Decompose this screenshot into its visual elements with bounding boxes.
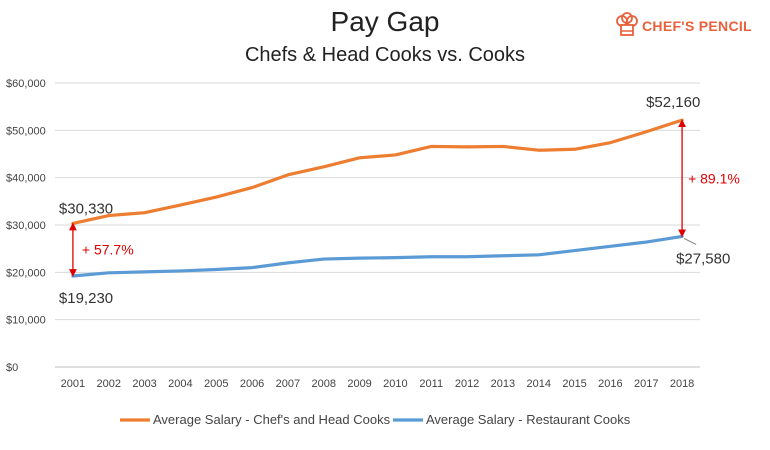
x-tick-label: 2005 [204,378,228,390]
data-point [286,261,290,265]
x-tick-label: 2002 [97,378,121,390]
data-point [465,145,469,149]
x-tick-label: 2013 [491,378,515,390]
data-point [430,255,433,258]
label-leader-line [683,238,697,245]
x-tick-label: 2015 [562,378,586,390]
x-tick-label: 2017 [634,378,658,390]
data-point [537,149,540,152]
x-tick-label: 2003 [132,378,156,390]
y-tick-label: $0 [6,362,18,374]
data-point [609,141,612,144]
data-point [358,156,361,159]
y-tick-label: $60,000 [6,78,46,90]
legend-label-2: Average Salary - Restaurant Cooks [426,412,631,427]
x-tick-label: 2010 [383,378,407,390]
data-point [71,222,75,225]
gap-label-start: + 57.7% [82,242,134,258]
x-tick-label: 2016 [598,378,622,390]
data-point [179,269,182,273]
legend: Average Salary - Chef's and Head Cooks Av… [120,412,631,427]
data-point [501,254,505,257]
y-tick-label: $50,000 [6,125,46,137]
y-tick-label: $20,000 [6,267,46,279]
series-lines [71,118,684,278]
data-point [179,203,182,207]
data-label-start-high: $30,330 [59,200,113,217]
gridlines [55,82,700,368]
data-point [680,235,684,238]
x-tick-label: 2006 [240,378,264,390]
data-point [501,145,505,148]
series-line-1 [71,118,684,226]
data-label-start-low: $19,230 [59,290,113,307]
brand-logo-text: CHEF'S PENCIL [642,18,752,34]
y-tick-label: $30,000 [6,220,46,232]
data-point [358,256,361,260]
x-tick-label: 2018 [670,378,694,390]
x-tick-label: 2011 [419,378,443,390]
data-point [430,145,433,148]
chart-subtitle: Chefs & Head Cooks vs. Cooks [244,44,526,66]
data-point [609,245,612,248]
data-point [71,274,75,278]
x-tick-label: 2004 [168,378,192,390]
data-point [537,253,540,257]
data-label-end-high: $52,160 [646,94,700,111]
data-point [286,173,290,177]
y-tick-label: $40,000 [6,173,46,185]
x-axis-ticks: 2001 2002 2003 2004 2005 2006 2007 2008 2009 2010… [61,378,695,390]
data-point [250,266,254,269]
data-point [394,153,397,157]
series-line-2 [71,234,684,278]
data-point [645,130,648,133]
x-tick-label: 2014 [527,378,551,390]
x-tick-label: 2009 [347,378,371,390]
x-tick-label: 2001 [61,378,85,390]
x-tick-label: 2008 [312,378,336,390]
data-point [394,256,397,259]
data-point [322,257,325,261]
annotations: + 57.7% + 89.1% $30,330 $19,230 $52,160 $27,5… [59,94,740,307]
data-point [645,240,648,244]
data-point [573,148,576,151]
chef-hat-icon [616,12,638,36]
data-point [143,211,146,214]
data-label-end-low: $27,580 [676,250,730,267]
data-point [215,195,218,199]
data-point [322,165,325,168]
legend-label-1: Average Salary - Chef's and Head Cooks [153,412,391,427]
data-point [573,249,576,252]
data-point [465,255,469,258]
x-tick-label: 2007 [276,378,300,390]
data-point [107,271,110,275]
data-point [680,118,684,122]
y-axis-ticks: $0 $10,000 $20,000 $30,000 $40,000 $50,000 $60… [6,78,46,374]
gap-label-end: + 89.1% [688,170,740,186]
x-tick-label: 2012 [455,378,479,390]
data-point [107,214,110,217]
data-point [215,268,218,271]
data-point [250,186,254,189]
y-tick-label: $10,000 [6,315,46,327]
chart-title: Pay Gap [330,6,440,37]
data-point [143,270,146,274]
